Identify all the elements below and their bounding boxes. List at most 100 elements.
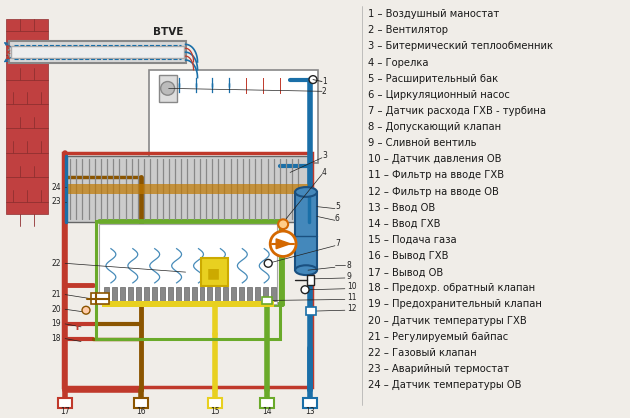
Bar bbox=[128, 287, 133, 301]
Bar bbox=[102, 301, 274, 307]
Bar bbox=[120, 287, 125, 301]
Text: 15: 15 bbox=[210, 407, 220, 416]
Text: 1: 1 bbox=[322, 77, 327, 86]
Bar bbox=[209, 398, 222, 408]
Bar bbox=[91, 293, 109, 304]
Circle shape bbox=[301, 286, 309, 293]
Bar bbox=[262, 296, 272, 304]
Bar bbox=[263, 287, 268, 301]
Bar bbox=[200, 258, 229, 286]
Bar bbox=[176, 287, 181, 301]
Text: 14: 14 bbox=[263, 407, 272, 416]
Ellipse shape bbox=[295, 265, 317, 275]
Bar bbox=[112, 287, 117, 301]
Polygon shape bbox=[276, 239, 290, 249]
Bar bbox=[224, 287, 229, 301]
Bar bbox=[307, 275, 314, 285]
Text: 3 – Битермический теплообменник: 3 – Битермический теплообменник bbox=[368, 41, 553, 51]
Text: 20: 20 bbox=[52, 305, 61, 314]
Text: 4: 4 bbox=[322, 168, 327, 177]
Bar bbox=[271, 287, 276, 301]
Text: 2 – Вентилятор: 2 – Вентилятор bbox=[368, 25, 448, 36]
Bar bbox=[9, 41, 186, 63]
Bar bbox=[159, 287, 164, 301]
Circle shape bbox=[161, 82, 175, 95]
Text: 24: 24 bbox=[52, 183, 61, 191]
Bar bbox=[58, 398, 72, 408]
Text: 13 – Ввод ОВ: 13 – Ввод ОВ bbox=[368, 203, 435, 213]
Text: 21: 21 bbox=[52, 290, 61, 299]
Bar bbox=[152, 287, 157, 301]
Bar bbox=[183, 287, 188, 301]
Text: 8: 8 bbox=[347, 261, 352, 270]
Bar bbox=[239, 287, 244, 301]
Text: 18: 18 bbox=[52, 334, 61, 343]
Bar bbox=[144, 287, 149, 301]
Bar bbox=[96, 221, 280, 339]
Text: 7: 7 bbox=[335, 239, 340, 248]
Text: 21 – Регулируемый байпас: 21 – Регулируемый байпас bbox=[368, 332, 508, 342]
Ellipse shape bbox=[295, 187, 317, 197]
Text: 11 – Фильтр на вводе ГХВ: 11 – Фильтр на вводе ГХВ bbox=[368, 171, 504, 181]
Bar bbox=[260, 398, 274, 408]
Text: 15 – Подача газа: 15 – Подача газа bbox=[368, 235, 456, 245]
Bar bbox=[66, 184, 309, 194]
Text: 13: 13 bbox=[305, 407, 315, 416]
Text: 19: 19 bbox=[52, 319, 61, 329]
Text: 20 – Датчик температуры ГХВ: 20 – Датчик температуры ГХВ bbox=[368, 316, 527, 326]
Text: 1 – Воздушный маностат: 1 – Воздушный маностат bbox=[368, 9, 499, 19]
Bar bbox=[248, 287, 252, 301]
Text: 9 – Сливной вентиль: 9 – Сливной вентиль bbox=[368, 138, 476, 148]
Text: 4 – Горелка: 4 – Горелка bbox=[368, 58, 428, 68]
Bar bbox=[6, 19, 48, 214]
Text: 5 – Расширительный бак: 5 – Расширительный бак bbox=[368, 74, 498, 84]
Text: 12: 12 bbox=[347, 304, 357, 313]
Text: BTVE: BTVE bbox=[154, 27, 184, 36]
Text: ■: ■ bbox=[207, 266, 220, 280]
Bar bbox=[11, 46, 183, 58]
Bar bbox=[295, 192, 317, 270]
Circle shape bbox=[264, 260, 272, 267]
Text: 23 – Аварийный термостат: 23 – Аварийный термостат bbox=[368, 364, 509, 374]
Text: 9: 9 bbox=[347, 272, 352, 280]
Text: 6: 6 bbox=[335, 214, 340, 223]
Text: 10: 10 bbox=[347, 282, 357, 291]
Circle shape bbox=[270, 231, 296, 257]
Bar bbox=[159, 75, 176, 102]
Text: 5: 5 bbox=[335, 202, 340, 211]
Text: 24 – Датчик температуры ОВ: 24 – Датчик температуры ОВ bbox=[368, 380, 521, 390]
Text: 22 – Газовый клапан: 22 – Газовый клапан bbox=[368, 348, 476, 358]
Bar bbox=[207, 287, 212, 301]
Bar bbox=[306, 307, 316, 315]
Bar bbox=[215, 287, 220, 301]
Text: 19 – Предохранительный клапан: 19 – Предохранительный клапан bbox=[368, 299, 542, 309]
Text: Y: Y bbox=[74, 322, 81, 332]
Bar bbox=[63, 153, 312, 387]
Bar bbox=[136, 287, 140, 301]
Bar bbox=[255, 287, 260, 301]
Text: 2: 2 bbox=[322, 87, 327, 96]
Text: 17 – Вывод ОВ: 17 – Вывод ОВ bbox=[368, 267, 443, 277]
Text: 23: 23 bbox=[52, 197, 61, 206]
Bar bbox=[104, 287, 109, 301]
Bar bbox=[134, 398, 148, 408]
Bar bbox=[200, 287, 205, 301]
Bar bbox=[168, 287, 173, 301]
Text: 16 – Вывод ГХВ: 16 – Вывод ГХВ bbox=[368, 251, 449, 261]
Text: 10 – Датчик давления ОВ: 10 – Датчик давления ОВ bbox=[368, 154, 501, 164]
Text: 7 – Датчик расхода ГХВ - турбина: 7 – Датчик расхода ГХВ - турбина bbox=[368, 106, 546, 116]
Bar bbox=[192, 287, 197, 301]
Circle shape bbox=[82, 306, 90, 314]
Text: 16: 16 bbox=[136, 407, 146, 416]
Bar bbox=[99, 224, 277, 304]
Text: 18 – Предохр. обратный клапан: 18 – Предохр. обратный клапан bbox=[368, 283, 535, 293]
Text: 14 – Ввод ГХВ: 14 – Ввод ГХВ bbox=[368, 219, 440, 229]
Bar bbox=[149, 70, 318, 163]
Text: 6 – Циркуляционный насос: 6 – Циркуляционный насос bbox=[368, 90, 510, 100]
Bar bbox=[66, 156, 309, 222]
Circle shape bbox=[278, 219, 288, 229]
Text: 8 – Допускающий клапан: 8 – Допускающий клапан bbox=[368, 122, 501, 132]
Circle shape bbox=[309, 76, 317, 84]
Text: 22: 22 bbox=[52, 259, 61, 268]
Text: 11: 11 bbox=[347, 293, 357, 302]
